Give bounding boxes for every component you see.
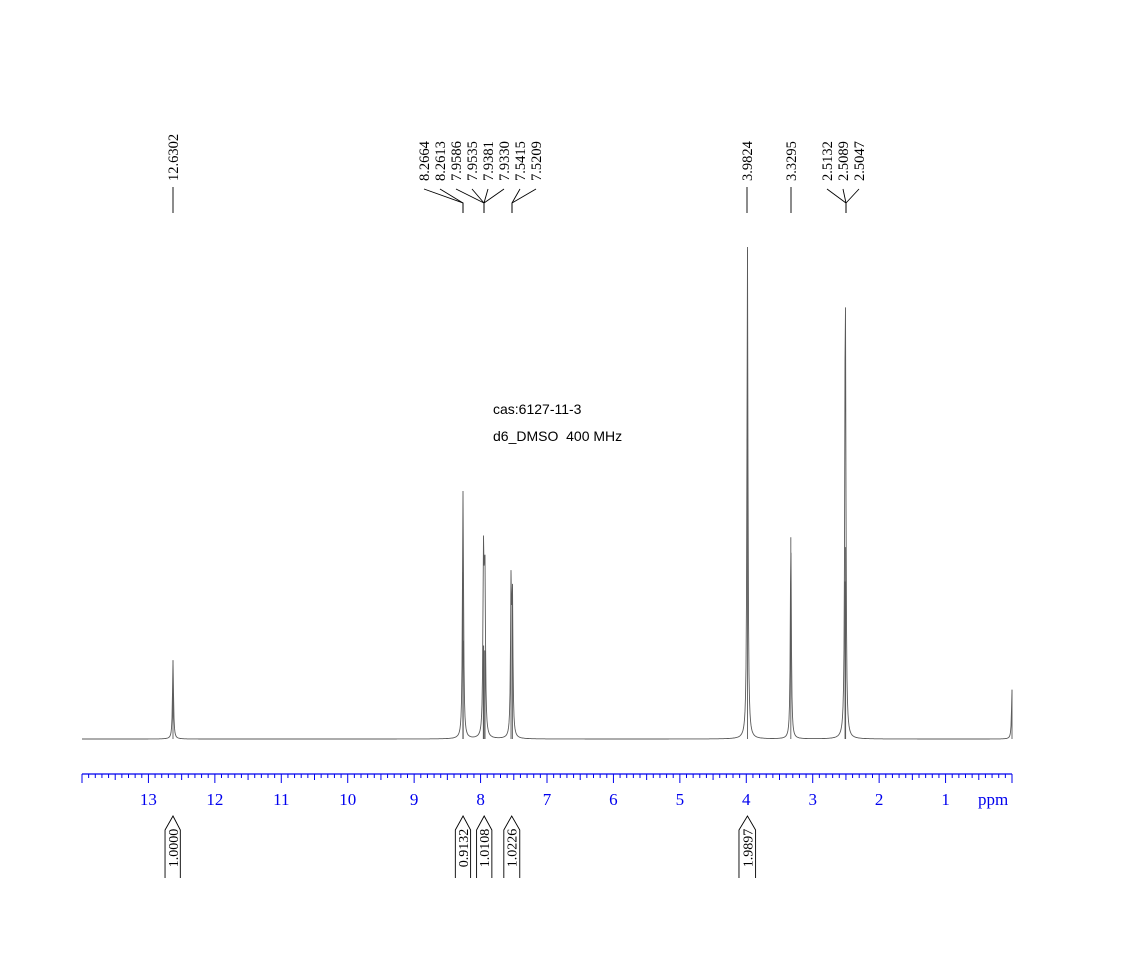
integral-value: 0.9132 xyxy=(457,829,472,868)
axis-tick-label: 2 xyxy=(875,790,884,809)
peak-label: 2.5132 xyxy=(820,141,836,181)
peak-label-leader xyxy=(439,188,464,213)
peak-label-leader xyxy=(511,188,537,213)
peak-label: 7.9586 xyxy=(449,141,465,181)
axis-tick-label: 9 xyxy=(410,790,419,809)
integral-bracket: 1.0226 xyxy=(503,815,521,878)
peak-label: 3.3295 xyxy=(784,141,800,181)
peak-label: 8.2664 xyxy=(417,140,433,181)
axis-tick-label: 6 xyxy=(609,790,618,809)
integral-cap xyxy=(476,815,493,834)
integral-group: 1.0000 0.9132 1.0108 1.0226 1.9897 xyxy=(164,815,757,878)
ppm-axis: ppm 13 12 11 10 9 8 7 6 5 4 3 2 1 xyxy=(81,773,1013,809)
integral-bracket: 1.0108 xyxy=(476,815,493,878)
integral-cap xyxy=(738,815,757,834)
axis-tick-label: 4 xyxy=(742,790,751,809)
axis-tick-label: 7 xyxy=(543,790,552,809)
axis-tick-label: 13 xyxy=(140,790,157,809)
axis-tick-label: 10 xyxy=(339,790,356,809)
axis-unit-label: ppm xyxy=(978,790,1008,809)
axis-tick-label: 3 xyxy=(808,790,817,809)
peak-label: 7.9381 xyxy=(481,141,497,181)
integral-value: 1.9897 xyxy=(741,829,756,868)
axis-tick-label: 1 xyxy=(941,790,950,809)
axis-tick-label: 12 xyxy=(206,790,223,809)
integral-value: 1.0108 xyxy=(478,829,493,868)
integral-cap xyxy=(164,815,181,834)
peak-label-group: 12.6302 8.2664 8.2613 7.9586 7.9535 7.9381 7.9… xyxy=(166,134,868,213)
peak-label-leader xyxy=(471,188,485,213)
peak-label: 3.9824 xyxy=(740,140,756,181)
spectrum-trace xyxy=(82,249,1013,740)
peak-label: 12.6302 xyxy=(166,134,182,181)
peak-label: 8.2613 xyxy=(433,141,449,181)
integral-value: 1.0226 xyxy=(506,829,521,868)
peak-label-leader xyxy=(826,188,847,213)
peak-label: 2.5089 xyxy=(836,141,852,181)
peak-label-leader xyxy=(483,188,505,213)
integral-bracket: 1.0000 xyxy=(164,815,182,878)
sample-annotation: cas:6127-11-3 d6_DMSO 400 MHz xyxy=(493,401,622,444)
peak-label: 7.5415 xyxy=(513,141,529,181)
integral-cap xyxy=(454,815,472,834)
annotation-cas: cas:6127-11-3 xyxy=(493,401,582,417)
integral-bracket: 1.9897 xyxy=(738,815,757,878)
axis-tick-label: 11 xyxy=(273,790,289,809)
peak-label: 7.9535 xyxy=(465,141,481,181)
peak-label: 2.5047 xyxy=(852,141,868,181)
integral-cap xyxy=(503,815,521,834)
axis-tick-label: 8 xyxy=(476,790,485,809)
annotation-solvent: d6_DMSO 400 MHz xyxy=(493,428,622,444)
peak-label-leader xyxy=(845,188,860,213)
integral-value: 1.0000 xyxy=(167,829,182,868)
peak-label: 7.9330 xyxy=(497,141,513,181)
integral-bracket: 0.9132 xyxy=(454,815,472,878)
spectrum-plot xyxy=(82,247,1013,740)
peak-label-leader xyxy=(423,188,464,213)
peak-label: 7.5209 xyxy=(529,141,545,181)
axis-tick-label: 5 xyxy=(676,790,685,809)
